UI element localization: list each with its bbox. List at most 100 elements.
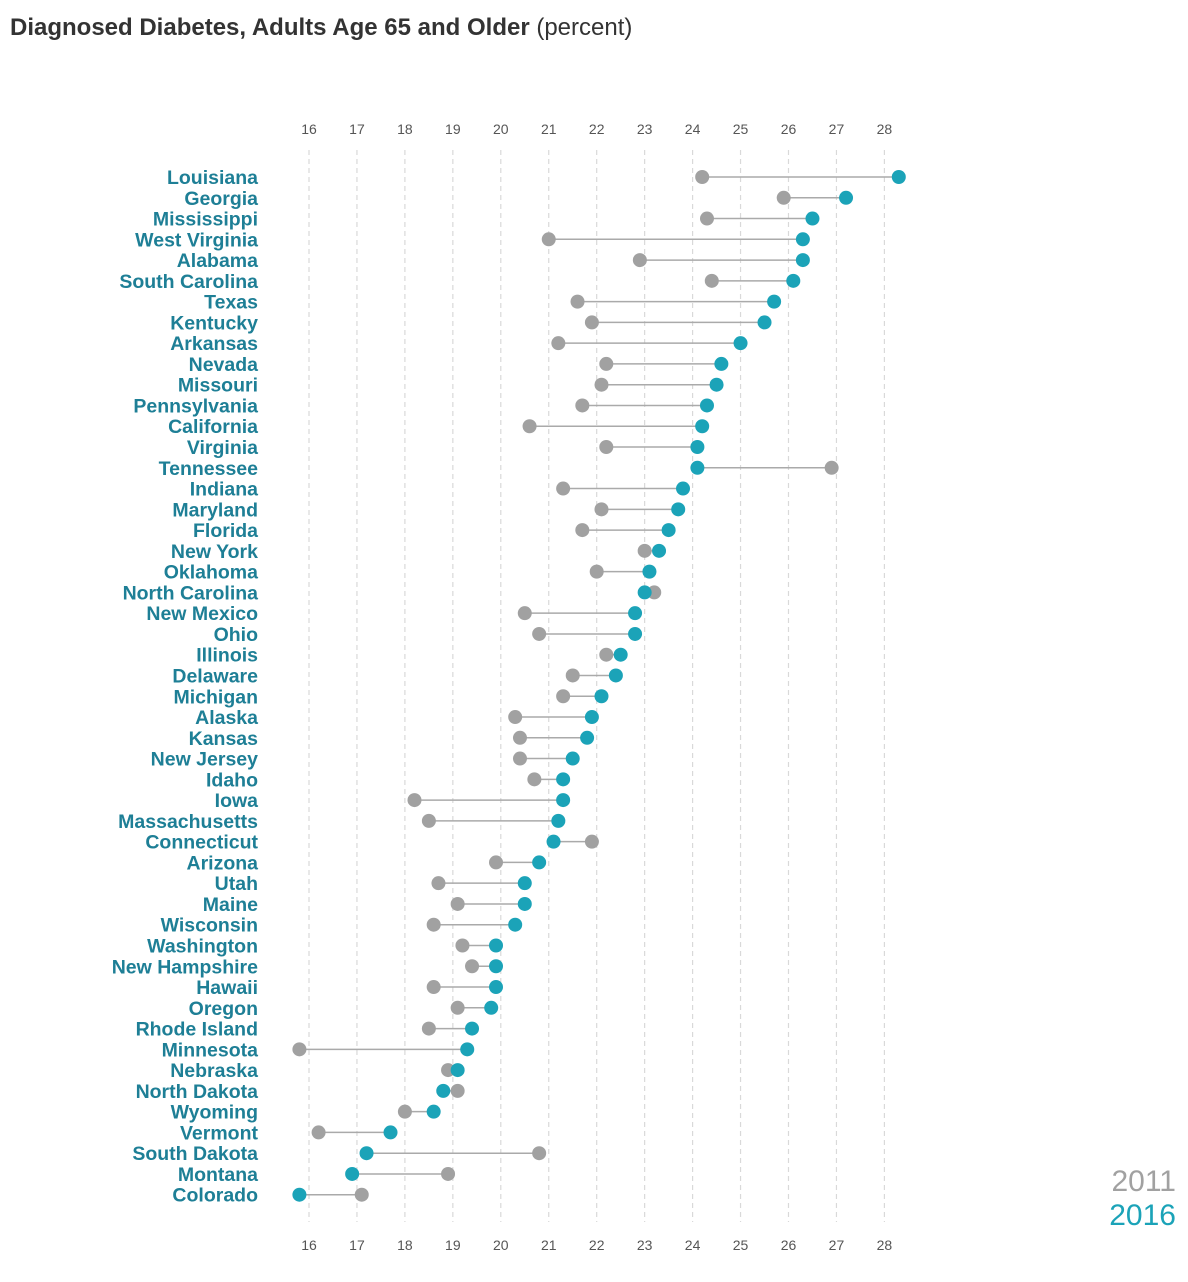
state-label: Mississippi: [153, 209, 258, 231]
point-2016: [613, 647, 628, 662]
point-2016: [757, 315, 772, 330]
point-2016: [465, 1021, 480, 1036]
state-label: Tennessee: [159, 458, 259, 480]
point-2011: [450, 1000, 465, 1015]
point-2011: [699, 211, 714, 226]
point-2011: [704, 273, 719, 288]
point-2016: [546, 834, 561, 849]
point-2016: [517, 896, 532, 911]
point-2016: [690, 460, 705, 475]
point-2011: [397, 1104, 412, 1119]
x-tick-label-top: 26: [781, 121, 797, 137]
point-2016: [805, 211, 820, 226]
state-label: Maryland: [172, 499, 258, 521]
point-2016: [556, 772, 571, 787]
point-2016: [436, 1083, 451, 1098]
state-label: North Dakota: [136, 1081, 259, 1103]
point-2011: [647, 585, 662, 600]
point-2016: [594, 689, 609, 704]
x-tick-label-bottom: 27: [829, 1237, 845, 1253]
state-label: Rhode Island: [136, 1019, 258, 1041]
point-2016: [565, 751, 580, 766]
x-tick-label-top: 19: [445, 121, 461, 137]
point-2016: [489, 938, 504, 953]
point-2011: [421, 813, 436, 828]
state-label: Vermont: [180, 1122, 259, 1144]
point-2011: [824, 460, 839, 475]
point-2016: [292, 1187, 307, 1202]
x-tick-label-top: 24: [685, 121, 701, 137]
state-label: Ohio: [214, 624, 258, 646]
x-tick-label-bottom: 19: [445, 1237, 461, 1253]
point-2011: [512, 730, 527, 745]
x-tick-label-bottom: 24: [685, 1237, 701, 1253]
x-tick-label-bottom: 20: [493, 1237, 509, 1253]
state-label: Texas: [204, 292, 258, 314]
x-tick-label-top: 20: [493, 121, 509, 137]
point-2011: [599, 356, 614, 371]
point-2016: [426, 1104, 441, 1119]
state-label: New Hampshire: [112, 956, 258, 978]
point-2016: [460, 1042, 475, 1057]
point-2016: [839, 190, 854, 205]
point-2011: [584, 834, 599, 849]
point-2016: [671, 502, 686, 517]
point-2011: [441, 1166, 456, 1181]
point-2011: [455, 938, 470, 953]
point-2011: [465, 959, 480, 974]
point-2011: [292, 1042, 307, 1057]
point-2016: [580, 730, 595, 745]
point-2016: [345, 1166, 360, 1181]
state-label: Michigan: [173, 686, 258, 708]
x-tick-label-bottom: 22: [589, 1237, 605, 1253]
state-label: Virginia: [187, 437, 258, 459]
state-label: Indiana: [190, 479, 258, 501]
point-2011: [637, 543, 652, 558]
point-2016: [628, 606, 643, 621]
state-label: Wyoming: [171, 1102, 258, 1124]
legend-2011: 2011: [1111, 1165, 1176, 1198]
point-2016: [551, 813, 566, 828]
point-2016: [699, 398, 714, 413]
state-label: Washington: [147, 935, 258, 957]
x-tick-label-top: 27: [829, 121, 845, 137]
x-tick-label-top: 21: [541, 121, 557, 137]
legend-2016: 2016: [1109, 1199, 1176, 1232]
state-label: North Carolina: [123, 582, 259, 604]
point-2011: [532, 626, 547, 641]
x-tick-label-top: 23: [637, 121, 653, 137]
point-2011: [450, 1083, 465, 1098]
state-label: Nevada: [189, 354, 259, 376]
state-label: New Jersey: [151, 749, 258, 771]
point-2011: [522, 419, 537, 434]
point-2016: [733, 336, 748, 351]
point-2011: [551, 336, 566, 351]
x-tick-label-top: 16: [301, 121, 317, 137]
state-label: New Mexico: [146, 603, 258, 625]
point-2016: [489, 980, 504, 995]
point-2011: [632, 253, 647, 268]
chart-title: Diagnosed Diabetes, Adults Age 65 and Ol…: [10, 14, 632, 42]
state-label: Georgia: [184, 188, 258, 210]
state-label: Missouri: [178, 375, 258, 397]
x-tick-label-top: 28: [877, 121, 893, 137]
state-label: Montana: [178, 1164, 258, 1186]
point-2016: [891, 170, 906, 184]
point-2016: [637, 585, 652, 600]
point-2016: [508, 917, 523, 932]
state-label: Minnesota: [162, 1039, 259, 1061]
point-2016: [608, 668, 623, 683]
point-2016: [383, 1125, 398, 1140]
point-2016: [584, 710, 599, 725]
point-2011: [556, 481, 571, 496]
point-2016: [709, 377, 724, 392]
point-2011: [431, 876, 446, 891]
x-tick-label-top: 22: [589, 121, 605, 137]
state-label: Oregon: [189, 998, 258, 1020]
point-2011: [517, 606, 532, 621]
point-2011: [541, 232, 556, 247]
point-2016: [661, 523, 676, 538]
point-2016: [556, 793, 571, 808]
point-2011: [556, 689, 571, 704]
